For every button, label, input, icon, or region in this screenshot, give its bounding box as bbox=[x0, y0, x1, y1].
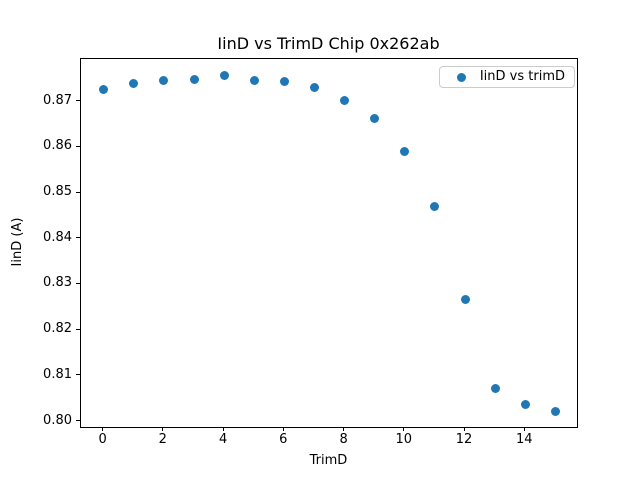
y-tick-label: 0.86 bbox=[43, 138, 72, 154]
legend-label: IinD vs trimD bbox=[479, 69, 565, 84]
x-tick-label: 4 bbox=[218, 432, 228, 447]
y-tick-mark bbox=[76, 145, 80, 147]
y-tick-label: 0.84 bbox=[43, 229, 72, 245]
scatter-point bbox=[189, 75, 199, 85]
y-tick-label: 0.83 bbox=[43, 275, 72, 291]
x-tick-mark bbox=[403, 427, 405, 431]
y-tick-mark bbox=[76, 100, 80, 101]
scatter-point bbox=[340, 95, 350, 105]
y-tick-mark bbox=[76, 237, 80, 239]
x-tick-mark bbox=[343, 427, 345, 431]
x-tick-mark bbox=[463, 427, 465, 431]
x-tick-label: 12 bbox=[455, 432, 473, 447]
scatter-point bbox=[249, 75, 259, 85]
x-tick-label: 14 bbox=[516, 432, 533, 447]
scatter-point bbox=[400, 147, 410, 157]
x-tick-mark bbox=[523, 427, 525, 431]
x-tick-mark bbox=[162, 427, 164, 431]
x-tick-mark bbox=[282, 427, 284, 431]
legend-marker-dot-icon bbox=[456, 72, 466, 82]
y-tick-mark bbox=[76, 282, 80, 284]
x-tick-label: 2 bbox=[158, 432, 167, 447]
scatter-point bbox=[159, 75, 169, 85]
scatter-point bbox=[460, 294, 470, 304]
y-tick-label: 0.82 bbox=[43, 321, 72, 337]
x-tick-label: 6 bbox=[279, 432, 288, 447]
scatter-point bbox=[430, 202, 440, 212]
x-tick-label: 10 bbox=[395, 432, 413, 447]
x-tick-label: 0 bbox=[98, 432, 107, 447]
scatter-point bbox=[129, 78, 139, 88]
plot-area: IinD vs trimD bbox=[80, 58, 578, 428]
chart-title: IinD vs TrimD Chip 0x262ab bbox=[217, 34, 440, 53]
x-tick-mark bbox=[102, 427, 104, 431]
x-tick-label: 8 bbox=[339, 432, 348, 447]
y-tick-mark bbox=[76, 420, 80, 422]
scatter-point bbox=[370, 114, 380, 124]
scatter-point bbox=[99, 84, 109, 94]
y-tick-mark bbox=[76, 191, 80, 193]
x-axis-label: TrimD bbox=[309, 453, 348, 468]
scatter-point bbox=[520, 400, 530, 410]
scatter-point bbox=[309, 83, 319, 93]
y-tick-label: 0.80 bbox=[43, 412, 72, 428]
scatter-point bbox=[219, 71, 229, 81]
legend: IinD vs trimD bbox=[438, 66, 575, 88]
x-tick-mark bbox=[222, 427, 224, 431]
scatter-point bbox=[279, 76, 289, 86]
y-tick-mark bbox=[76, 328, 80, 330]
scatter-point bbox=[550, 406, 560, 416]
y-tick-label: 0.87 bbox=[43, 92, 72, 108]
y-tick-label: 0.85 bbox=[43, 184, 72, 199]
y-tick-label: 0.81 bbox=[43, 366, 72, 382]
scatter-point bbox=[490, 383, 500, 393]
y-tick-mark bbox=[76, 374, 80, 376]
